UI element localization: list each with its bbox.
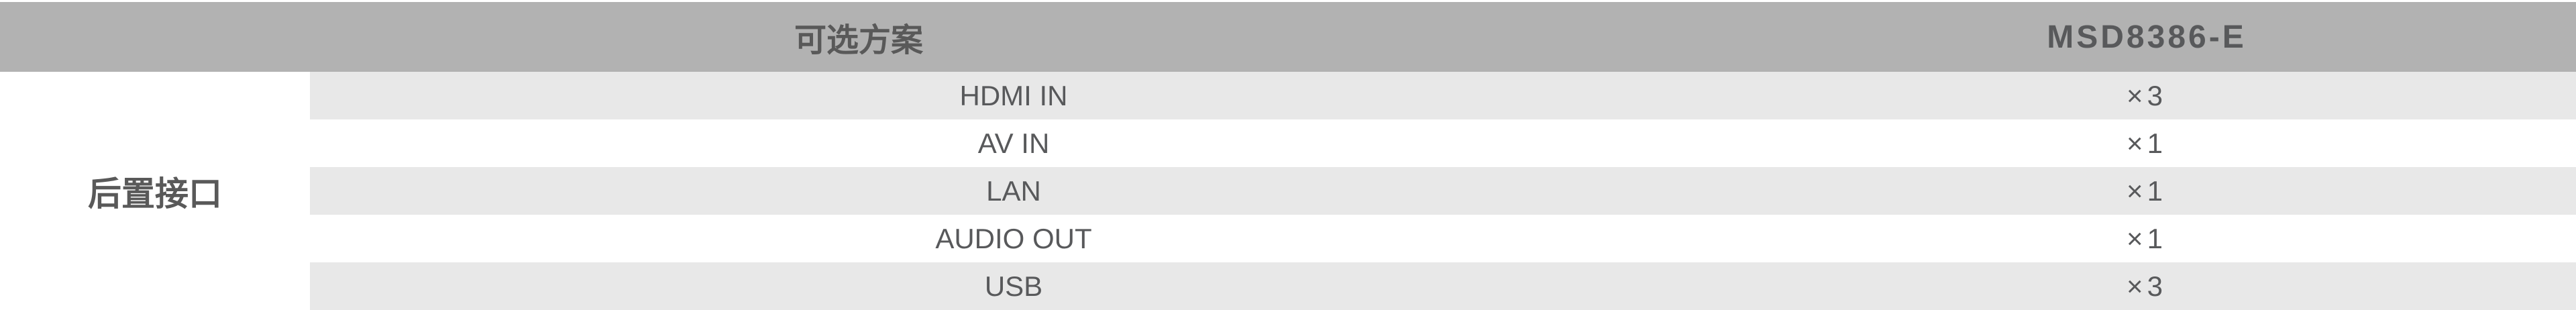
port-name-cell: AV IN (977, 127, 1050, 159)
table-row: USB ×3 (310, 262, 2576, 310)
table-row: AV IN ×1 (310, 119, 2576, 167)
port-count-cell: ×1 (2127, 174, 2167, 207)
table-row: LAN ×1 (310, 167, 2576, 215)
table-header-row: 可选方案 MSD8386-E (0, 2, 2576, 72)
port-count-cell: ×1 (2127, 127, 2167, 159)
port-name-cell: HDMI IN (959, 79, 1068, 111)
table-row: AUDIO OUT ×1 (310, 215, 2576, 262)
port-name-cell: AUDIO OUT (935, 222, 1092, 254)
port-name-cell: LAN (986, 174, 1041, 207)
row-group-label: 后置接口 (0, 72, 310, 310)
port-count-cell: ×3 (2127, 270, 2167, 302)
header-plan-label: 可选方案 (794, 23, 923, 58)
table-body: 后置接口 HDMI IN ×3 AV IN ×1 LAN ×1 AUDIO OU… (0, 72, 2576, 310)
port-name-cell: USB (984, 270, 1043, 302)
port-count-cell: ×1 (2127, 222, 2167, 254)
header-model-label: MSD8386-E (2047, 19, 2247, 55)
port-count-cell: ×3 (2127, 79, 2167, 111)
table-row: HDMI IN ×3 (310, 72, 2576, 119)
spec-rows: HDMI IN ×3 AV IN ×1 LAN ×1 AUDIO OUT ×1 … (310, 72, 2576, 310)
